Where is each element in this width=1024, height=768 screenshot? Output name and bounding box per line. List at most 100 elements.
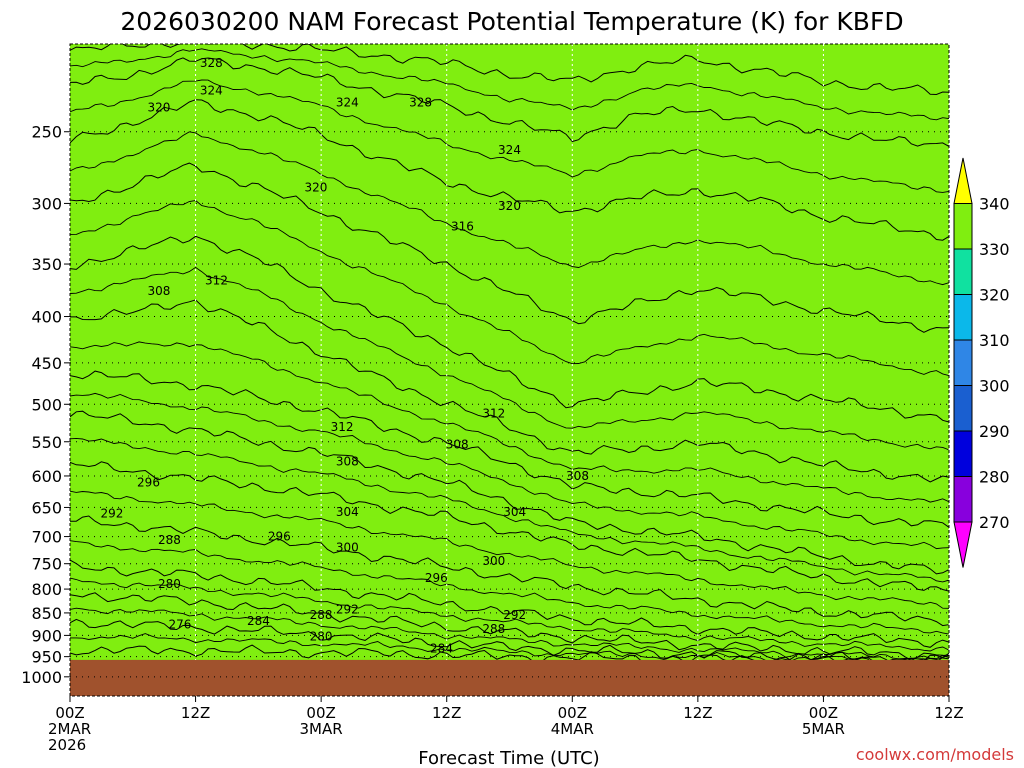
colorbar-label: 300 xyxy=(979,377,1010,396)
contour-label: 308 xyxy=(147,284,170,298)
isentrope-288 xyxy=(70,559,949,648)
y-tick-label: 750 xyxy=(31,555,62,574)
isentrope-minor-306 xyxy=(70,341,949,503)
y-tick-label: 450 xyxy=(31,354,62,373)
isentrope-minor-294 xyxy=(70,490,949,609)
contour-label: 312 xyxy=(482,407,505,421)
y-tick-label: 850 xyxy=(31,604,62,623)
contour-label: 316 xyxy=(451,219,474,233)
contour-label: 304 xyxy=(503,505,526,519)
x-tick-label: 12Z xyxy=(683,704,712,722)
isentrope-minor-326 xyxy=(70,48,949,121)
y-tick-label: 600 xyxy=(31,467,62,486)
ground-below-surface xyxy=(70,659,949,696)
contour-label: 328 xyxy=(409,95,432,109)
y-axis: 250 300 350 400 450 500 550 600 650 700 750 800 850 9… xyxy=(21,123,70,687)
contour-label: 300 xyxy=(482,554,505,568)
isentrope-minor-302 xyxy=(70,392,949,550)
y-tick-label: 350 xyxy=(31,255,62,274)
contour-label: 296 xyxy=(425,571,448,585)
colorbar-segment xyxy=(953,248,973,295)
colorbar-top-arrow xyxy=(953,157,973,204)
contour-label: 292 xyxy=(336,603,359,617)
isentrope-minor-314 xyxy=(70,200,949,377)
isentrope-minor-290 xyxy=(70,540,949,635)
x-tick-label: 12Z xyxy=(181,704,210,722)
isentrope-300 xyxy=(70,410,949,575)
chart-title: 2026030200 NAM Forecast Potential Temper… xyxy=(120,7,903,36)
isentrope-328 xyxy=(70,44,949,96)
colorbar-segment xyxy=(953,476,973,523)
contour-label: 280 xyxy=(158,577,181,591)
contour-label: 312 xyxy=(205,274,228,288)
colorbar-label: 270 xyxy=(979,513,1010,532)
colorbar-label: 290 xyxy=(979,422,1010,441)
contour-label: 288 xyxy=(158,533,181,547)
isentrope-lines xyxy=(70,44,949,667)
x-tick-label: 4MAR xyxy=(551,720,594,738)
x-tick-label: 00Z xyxy=(306,704,335,722)
contour-label: 288 xyxy=(482,622,505,636)
x-tick-label: 2MAR xyxy=(48,720,91,738)
x-tick-label: 12Z xyxy=(432,704,461,722)
isentrope-minor-278 xyxy=(70,633,949,663)
isentrope-minor-318 xyxy=(70,131,949,286)
contour-label: 308 xyxy=(446,438,469,452)
y-tick-label: 500 xyxy=(31,395,62,414)
isentrope-312 xyxy=(70,235,949,423)
y-tick-label: 800 xyxy=(31,580,62,599)
contour-label: 292 xyxy=(503,608,526,622)
y-tick-label: 400 xyxy=(31,308,62,327)
fill-band-330-340 xyxy=(70,44,949,696)
contour-label: 312 xyxy=(331,420,354,434)
x-tick-label: 5MAR xyxy=(802,720,845,738)
colorbar: 270 280 290 300 310 320 330 340 xyxy=(953,157,1010,568)
y-tick-label: 650 xyxy=(31,498,62,517)
x-tick-label: 2026 xyxy=(48,736,86,754)
contour-label: 308 xyxy=(336,454,359,468)
x-tick-label: 00Z xyxy=(55,704,84,722)
x-tick-label: 00Z xyxy=(809,704,838,722)
isentrope-284 xyxy=(70,592,949,661)
y-tick-label: 900 xyxy=(31,626,62,645)
isentrope-minor-298 xyxy=(70,437,949,583)
isentrope-308 xyxy=(70,299,949,483)
x-tick-label: 3MAR xyxy=(300,720,343,738)
isentrope-304 xyxy=(70,370,949,528)
contour-label: 320 xyxy=(147,100,170,114)
contour-label: 328 xyxy=(200,56,223,70)
isentrope-minor-310 xyxy=(70,266,949,451)
y-tick-label: 250 xyxy=(31,123,62,142)
y-tick-label: 950 xyxy=(31,648,62,667)
colorbar-segment xyxy=(953,203,973,250)
contour-label: 324 xyxy=(200,83,223,97)
isentrope-292 xyxy=(70,515,949,627)
isentrope-320 xyxy=(70,99,949,241)
contour-label: 308 xyxy=(566,469,589,483)
fill-bands xyxy=(70,44,949,696)
contour-label: 276 xyxy=(168,617,191,631)
contour-label: 320 xyxy=(304,180,327,194)
y-tick-label: 550 xyxy=(31,433,62,452)
contour-label: 324 xyxy=(336,95,359,109)
colorbar-segment xyxy=(953,430,973,477)
plot-area: 328 324 324 328 324 320 320 320 316 312 308 312 312 3… xyxy=(70,44,949,696)
contour-label: 284 xyxy=(247,614,270,628)
y-tick-label: 700 xyxy=(31,528,62,547)
contour-labels: 328 324 324 328 324 320 320 320 316 312 308 312 312 3… xyxy=(100,56,589,655)
isentrope-324 xyxy=(70,57,949,147)
isentrope-minor-322 xyxy=(70,79,949,193)
colorbar-segment xyxy=(953,339,973,386)
y-tick-label: 1000 xyxy=(21,668,62,687)
plot-frame xyxy=(69,43,950,697)
colorbar-label: 330 xyxy=(979,240,1010,259)
isentrope-minor-286 xyxy=(70,577,949,652)
contour-label: 292 xyxy=(100,506,123,520)
contour-label: 300 xyxy=(336,541,359,555)
x-tick-label: 00Z xyxy=(558,704,587,722)
colorbar-label: 340 xyxy=(979,195,1010,214)
contour-label: 280 xyxy=(310,629,333,643)
contour-label: 324 xyxy=(498,143,521,157)
